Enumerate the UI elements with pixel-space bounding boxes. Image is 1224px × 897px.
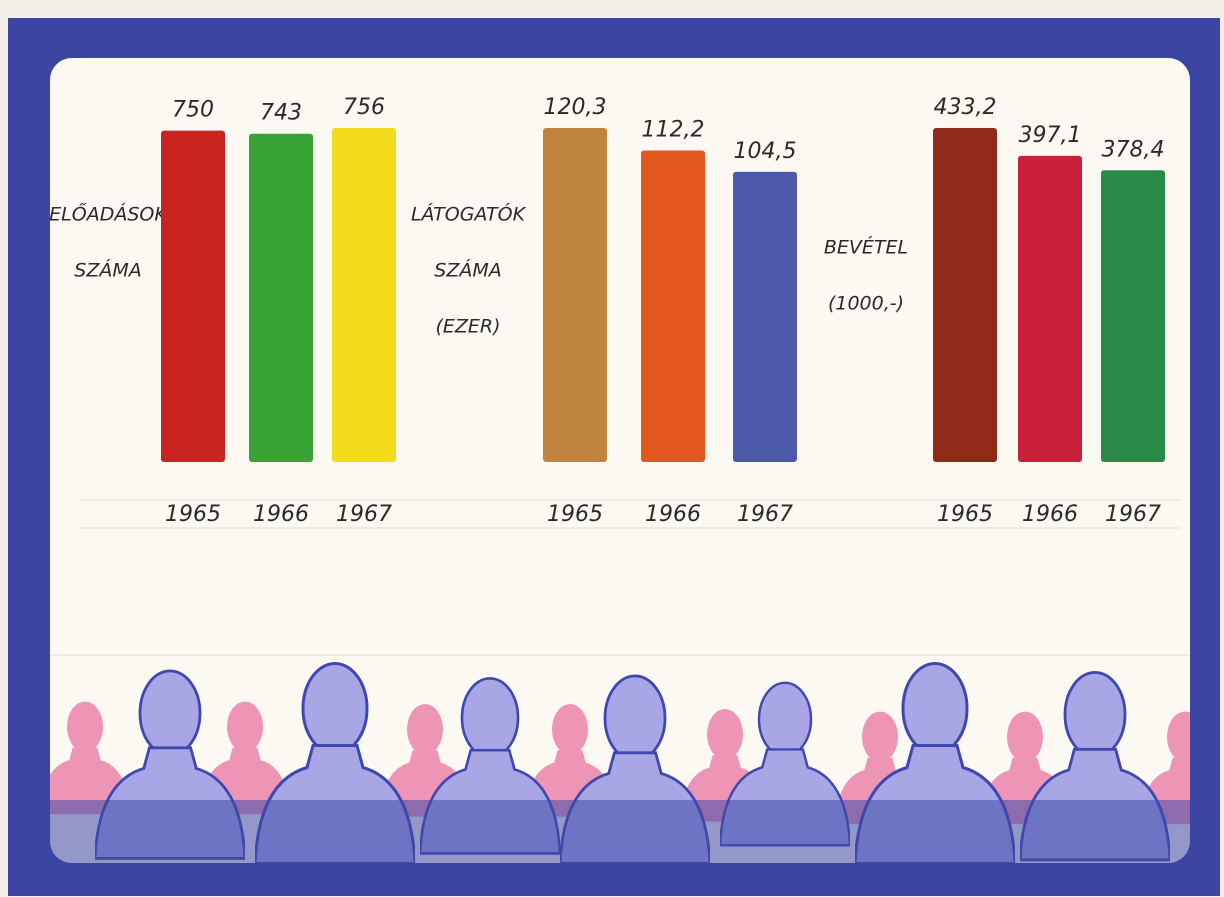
charts: ELŐADÁSOK SZÁMA 750 1965 743 1966 756 1967 LÁTOG…	[49, 95, 1165, 527]
value-label: 756	[343, 95, 385, 120]
value-label: 433,2	[934, 95, 997, 120]
value-label: 120,3	[544, 95, 607, 120]
bar	[1101, 170, 1165, 462]
bar	[249, 133, 313, 462]
group-label: LÁTOGATÓK	[411, 202, 527, 226]
group-label: (EZER)	[435, 316, 500, 338]
value-label: 750	[172, 98, 214, 123]
year-label: 1965	[165, 502, 221, 527]
year-label: 1965	[547, 502, 603, 527]
bar	[332, 128, 396, 462]
year-label: 1967	[336, 502, 392, 527]
group-label: ELŐADÁSOK	[49, 202, 168, 226]
value-label: 397,1	[1019, 123, 1082, 148]
group-label: BEVÉTEL	[824, 236, 908, 259]
group-label: SZÁMA	[74, 259, 141, 282]
value-label: 112,2	[642, 117, 705, 142]
year-label: 1966	[253, 502, 309, 527]
bar	[161, 130, 225, 462]
shade	[50, 800, 1190, 863]
year-label: 1965	[937, 502, 993, 527]
group-label: SZÁMA	[434, 259, 501, 282]
ruled-lines	[50, 499, 1190, 656]
bar	[641, 150, 705, 463]
bar	[933, 128, 997, 462]
value-label: 743	[260, 101, 302, 126]
year-label: 1967	[1105, 502, 1161, 527]
bar	[1018, 155, 1082, 463]
bar	[543, 128, 607, 462]
value-label: 378,4	[1102, 137, 1165, 162]
value-label: 104,5	[734, 139, 797, 164]
audience	[50, 661, 1190, 863]
group-label: (1000,-)	[828, 293, 904, 315]
year-label: 1967	[737, 502, 793, 527]
year-label: 1966	[1022, 502, 1078, 527]
bar	[733, 171, 797, 462]
year-label: 1966	[645, 502, 701, 527]
